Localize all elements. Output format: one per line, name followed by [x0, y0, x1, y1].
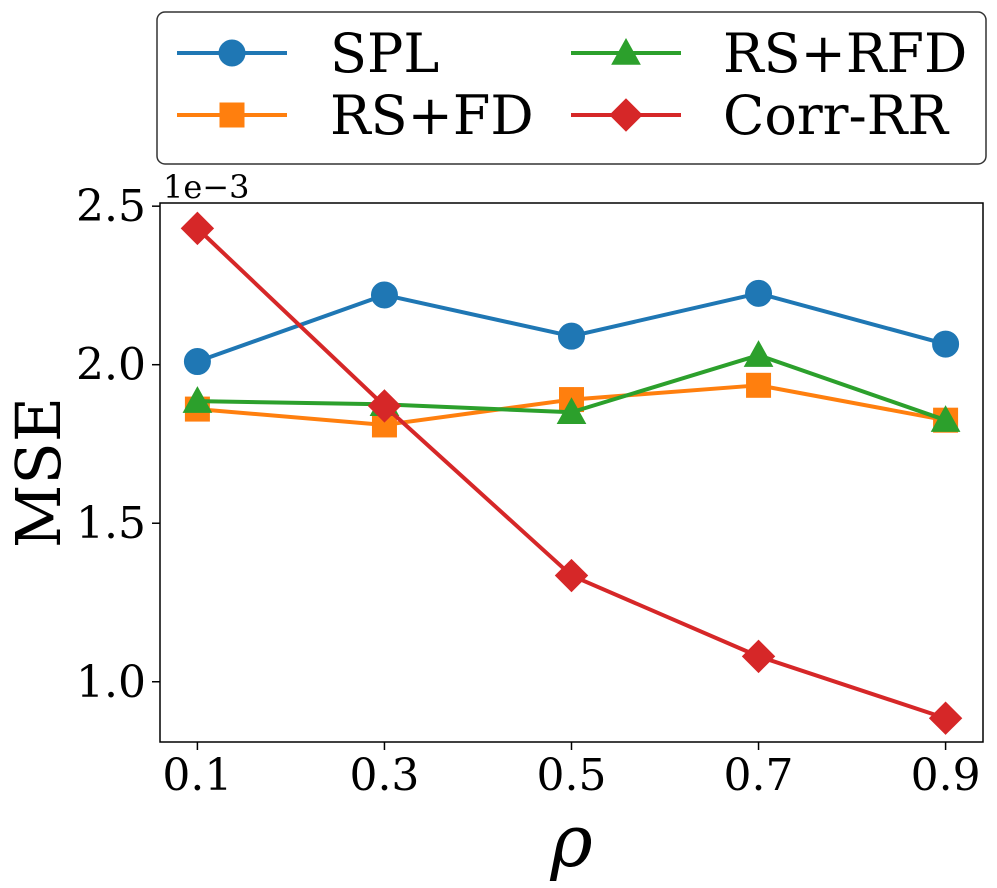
data-point-spl	[183, 348, 211, 376]
legend-entry-rs-rfd: RS+RFD	[571, 22, 967, 85]
legend-marker	[219, 102, 245, 128]
legend-entry-rs-fd: RS+FD	[177, 84, 534, 147]
y-axis-label: MSE	[2, 397, 75, 548]
y-axis-offset-label: 1e−3	[163, 168, 249, 206]
data-point-corr-rr	[180, 211, 215, 246]
y-axis-ticks: 1.0 1.5 2.0 2.5	[76, 181, 160, 708]
series-layer	[180, 211, 963, 735]
y-tick-label: 2.5	[76, 181, 146, 232]
y-tick-label: 1.0	[76, 657, 146, 708]
series-line-corr-rr	[196, 226, 947, 721]
x-tick-label: 0.5	[537, 750, 607, 801]
legend-box	[156, 11, 987, 165]
x-tick-label: 0.3	[349, 750, 419, 801]
legend-label: RS+FD	[330, 84, 534, 147]
data-point-rs-fd	[371, 412, 397, 438]
y-tick-label: 2.0	[76, 340, 146, 391]
data-point-corr-rr	[367, 389, 402, 423]
x-axis-label: ρ	[549, 799, 592, 883]
legend-entry-spl: SPL	[177, 22, 439, 85]
data-point-rs-rfd	[743, 340, 774, 367]
data-point-rs-rfd	[182, 386, 213, 413]
series-corr-rr	[180, 211, 963, 735]
legend-label: RS+RFD	[723, 22, 967, 85]
legend-marker	[218, 39, 246, 67]
data-point-rs-fd	[746, 372, 772, 398]
legend-label: SPL	[330, 22, 439, 85]
x-tick-label: 0.1	[162, 750, 232, 801]
data-point-spl	[558, 322, 585, 350]
data-point-spl	[370, 281, 398, 309]
y-tick-label: 1.5	[76, 498, 146, 549]
legend-entry-corr-rr: Corr-RR	[571, 84, 949, 147]
legend-marker	[609, 98, 643, 132]
legend-label: Corr-RR	[723, 84, 949, 147]
data-point-rs-rfd	[930, 405, 961, 432]
data-point-corr-rr	[928, 701, 963, 735]
legend-marker	[611, 37, 641, 65]
x-axis-ticks: 0.1 0.3 0.5 0.7 0.9	[162, 742, 981, 801]
data-point-rs-rfd	[556, 397, 587, 424]
x-tick-label: 0.9	[911, 750, 981, 801]
series-spl	[183, 279, 960, 376]
data-point-corr-rr	[554, 558, 589, 593]
data-point-corr-rr	[741, 639, 776, 674]
data-point-spl	[932, 330, 960, 358]
plot-area	[159, 202, 984, 743]
x-tick-label: 0.7	[724, 750, 794, 801]
data-point-spl	[745, 279, 773, 307]
